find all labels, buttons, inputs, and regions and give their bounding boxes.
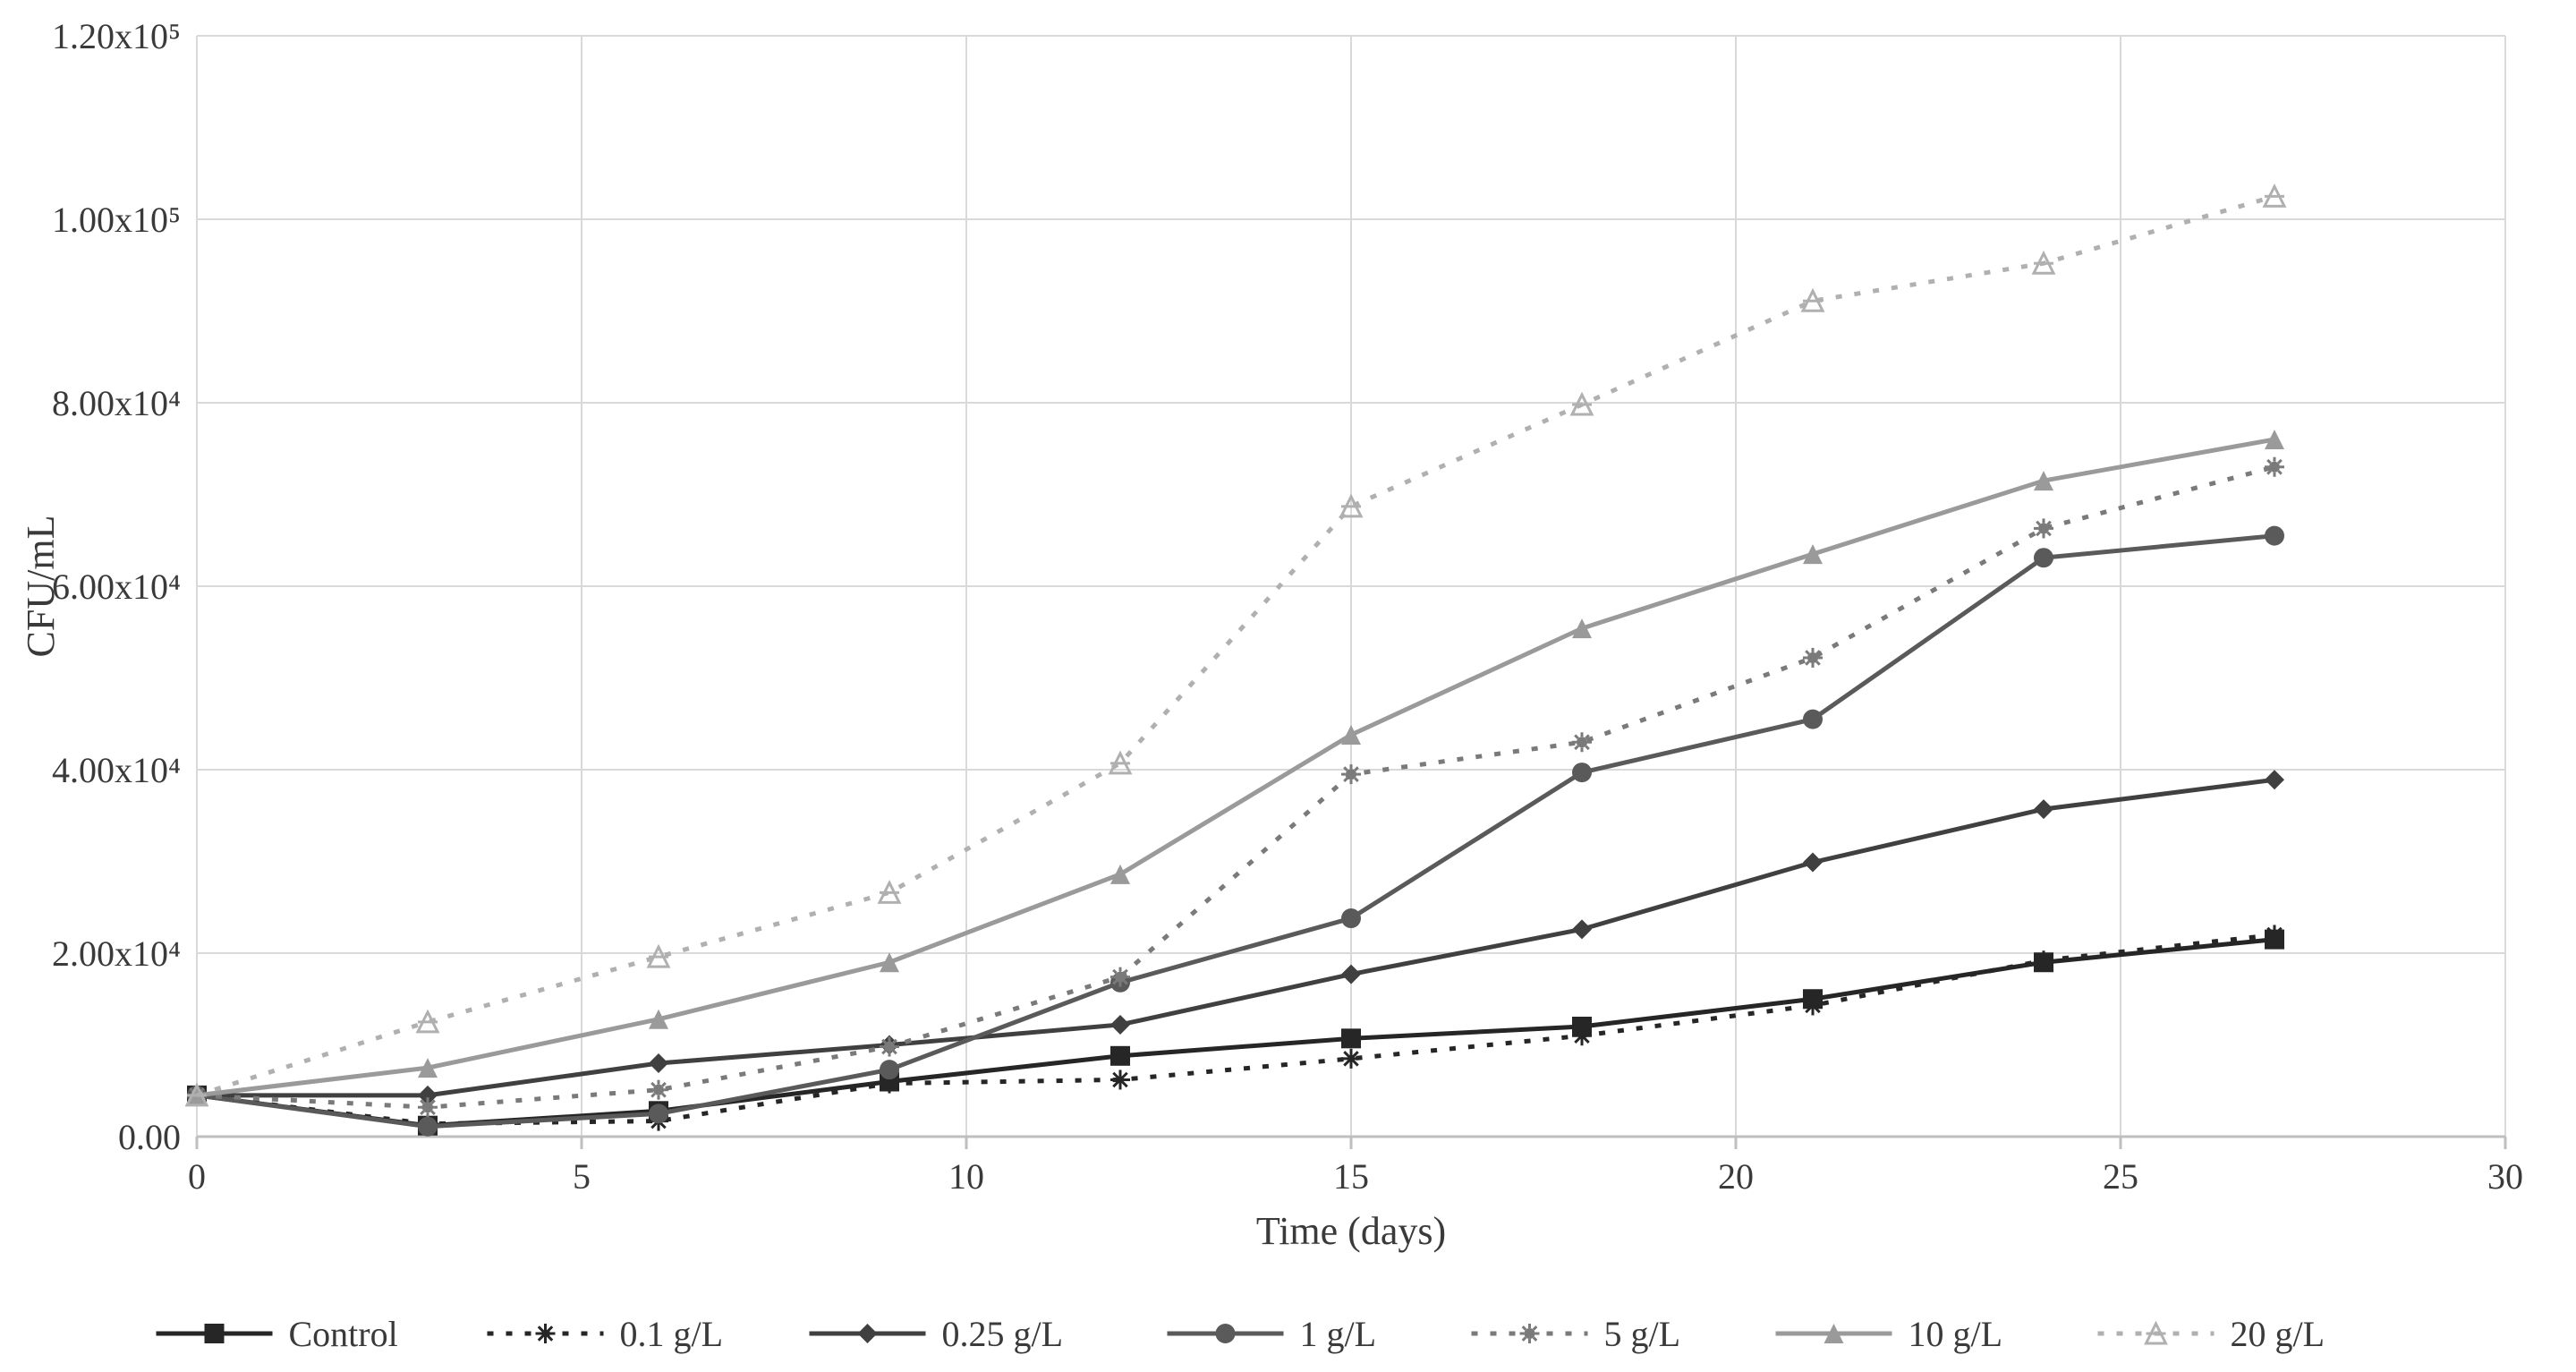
- y-tick-label: 8.00x10⁴: [52, 383, 181, 423]
- y-axis-title: CFU/mL: [19, 516, 63, 658]
- x-tick-label: 10: [948, 1156, 984, 1197]
- chart-container: 0.00 2.00x10⁴ 4.00x10⁴ 6.00x10⁴ 8.00x10⁴ 1.00…: [0, 0, 2576, 1372]
- legend-label: 20 g/L: [2231, 1314, 2325, 1354]
- y-tick-label: 6.00x10⁴: [52, 567, 181, 607]
- x-axis-title: Time (days): [1256, 1209, 1446, 1253]
- x-tick-label: 20: [1718, 1156, 1754, 1197]
- y-tick-label: 1.00x10⁵: [52, 200, 181, 240]
- y-tick-label: 0.00: [118, 1117, 181, 1157]
- x-tick-label: 15: [1333, 1156, 1369, 1197]
- legend-label: 0.1 g/L: [620, 1314, 724, 1354]
- x-tick-label: 25: [2103, 1156, 2138, 1197]
- legend-label: 10 g/L: [1909, 1314, 2003, 1354]
- y-tick-label: 4.00x10⁴: [52, 750, 181, 790]
- legend-label: 5 g/L: [1604, 1314, 1681, 1354]
- x-tick-label: 5: [573, 1156, 591, 1197]
- y-tick-label: 2.00x10⁴: [52, 933, 181, 974]
- y-tick-label: 1.20x10⁵: [52, 16, 181, 56]
- legend-label: Control: [289, 1314, 398, 1354]
- legend-label: 0.25 g/L: [942, 1314, 1064, 1354]
- x-tick-label: 30: [2487, 1156, 2523, 1197]
- x-tick-label: 0: [188, 1156, 206, 1197]
- legend-label: 1 g/L: [1300, 1314, 1377, 1354]
